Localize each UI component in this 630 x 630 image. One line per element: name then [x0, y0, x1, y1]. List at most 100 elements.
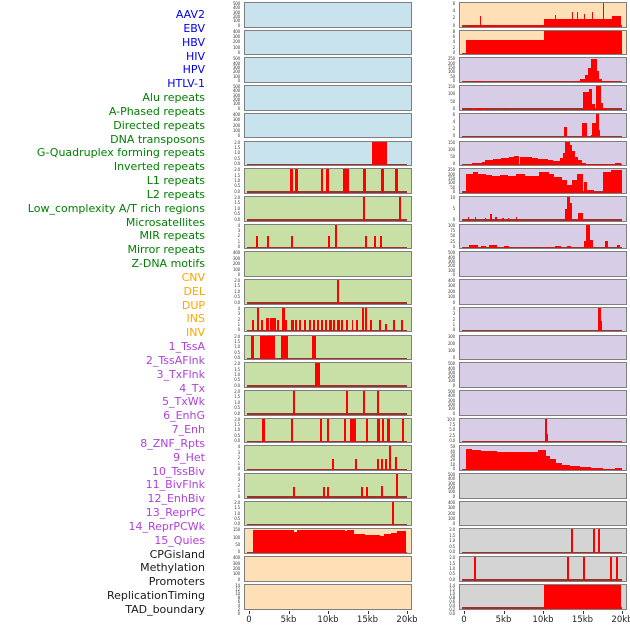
y-tick-label: 30 — [450, 452, 455, 458]
y-tick-label: 7.5 — [449, 422, 455, 428]
track-bar — [253, 530, 295, 554]
y-tick-label: 10 — [450, 461, 455, 467]
y-tick-label: 50 — [450, 73, 455, 79]
track-bar — [513, 155, 520, 166]
y-tick-label: 4 — [452, 119, 456, 125]
track-bar — [525, 175, 533, 193]
track-panel — [459, 195, 627, 222]
y-axis-ticks: 1.4 1.2 1.0 0.8 0.6 0.4 0.2 0.0 — [425, 583, 457, 615]
track-bar — [385, 324, 388, 332]
track-bar — [299, 319, 302, 332]
y-tick-label: 500 — [447, 250, 455, 256]
y-tick-label: 0 — [452, 50, 456, 56]
track-bar — [503, 245, 510, 249]
track-bar — [312, 319, 315, 332]
y-tick-label: 6 — [452, 111, 456, 117]
track-bar — [250, 335, 254, 360]
y-tick-label: 0 — [452, 299, 456, 305]
track-panel — [459, 223, 627, 250]
y-tick-label: 0 — [452, 77, 456, 83]
y-axis-ticks: 2.0 1.5 1.0 0.5 0.0 — [210, 389, 242, 416]
track-bar — [571, 11, 573, 27]
y-tick-label: 2 — [452, 316, 456, 322]
track-bar — [598, 130, 601, 138]
y-tick-label: 4 — [452, 305, 456, 311]
x-axis-tick — [367, 611, 369, 614]
y-tick-label: 0.5 — [234, 183, 240, 189]
track-bar — [584, 13, 586, 27]
track-bar — [260, 335, 276, 360]
y-axis-ticks: 500 400 300 200 100 0 — [425, 473, 457, 499]
track-panel — [244, 528, 412, 555]
y-tick-label: 400 — [447, 499, 455, 505]
y-tick-label: 200 — [447, 374, 455, 380]
track-bar — [356, 319, 359, 332]
y-tick-label: 1 — [452, 321, 456, 327]
y-axis-ticks: 50 40 30 20 10 0 — [425, 445, 457, 471]
y-tick-label: 40 — [450, 448, 455, 454]
track-bar — [600, 102, 603, 110]
track-bar — [399, 196, 402, 221]
track-bar — [538, 159, 548, 166]
track-bar — [371, 141, 388, 166]
track-panel — [459, 417, 627, 444]
track-label: 4_Tx — [179, 381, 205, 395]
y-tick-label: 200 — [232, 39, 240, 45]
x-tick-label: 5kb — [280, 615, 297, 625]
y-tick-label: 1.5 — [449, 532, 455, 538]
track-bar — [564, 126, 568, 138]
track-label: MIR repeats — [139, 229, 205, 243]
y-tick-label: 0.0 — [234, 355, 240, 361]
y-tick-label: 500 — [232, 56, 240, 62]
y-tick-label: 3 — [237, 449, 241, 455]
track-bar — [366, 418, 369, 443]
y-axis-ticks: 400 300 200 100 0 — [210, 556, 242, 582]
y-tick-label: 2 — [452, 15, 456, 21]
y-tick-label: 1.5 — [234, 172, 240, 178]
track-panel — [459, 85, 627, 111]
track-label: 14_ReprPCWk — [128, 519, 205, 533]
track-panel — [244, 251, 412, 277]
track-bar — [472, 450, 481, 470]
track-bar — [467, 217, 470, 221]
track-label: 12_EnhBiv — [147, 492, 205, 506]
y-tick-label: 2.0 — [234, 361, 240, 367]
track-bar — [380, 236, 383, 249]
y-axis-ticks: 500 400 300 200 100 0 — [210, 85, 242, 111]
y-tick-label: 300 — [232, 560, 240, 566]
track-bar — [282, 307, 285, 332]
track-baseline — [247, 523, 407, 526]
track-bar — [604, 241, 609, 249]
y-tick-label: 1.0 — [234, 372, 240, 377]
y-tick-label: 0.5 — [449, 543, 455, 549]
track-baseline — [462, 579, 622, 581]
y-tick-label: 0 — [237, 576, 241, 582]
y-tick-label: 150 — [447, 175, 455, 181]
track-bar — [602, 3, 605, 27]
track-bar — [592, 11, 594, 27]
y-tick-label: 400 — [447, 393, 455, 399]
track-bar — [577, 174, 584, 193]
track-bar — [581, 162, 586, 166]
y-tick-label: 200 — [232, 69, 240, 75]
track-panel — [459, 389, 627, 416]
track-bar — [477, 173, 486, 193]
track-bar — [347, 530, 355, 554]
track-bar — [528, 451, 539, 470]
track-panel — [244, 583, 412, 610]
track-bar — [393, 319, 396, 332]
track-bar — [292, 390, 295, 415]
y-tick-label: 0.0 — [234, 216, 240, 222]
y-tick-label: 400 — [447, 278, 455, 284]
y-tick-label: 200 — [447, 263, 455, 269]
track-baseline — [462, 80, 622, 82]
y-tick-label: 5.0 — [449, 427, 455, 433]
track-bar — [570, 465, 580, 470]
y-axis-ticks: 250 200 150 100 50 0 — [425, 168, 457, 194]
y-tick-label: 0.0 — [234, 410, 240, 416]
track-label: 7_Enh — [171, 423, 205, 437]
y-axis-ticks: 10.0 7.5 5.0 2.5 0.0 — [425, 417, 457, 444]
y-tick-label: 0 — [452, 216, 456, 222]
